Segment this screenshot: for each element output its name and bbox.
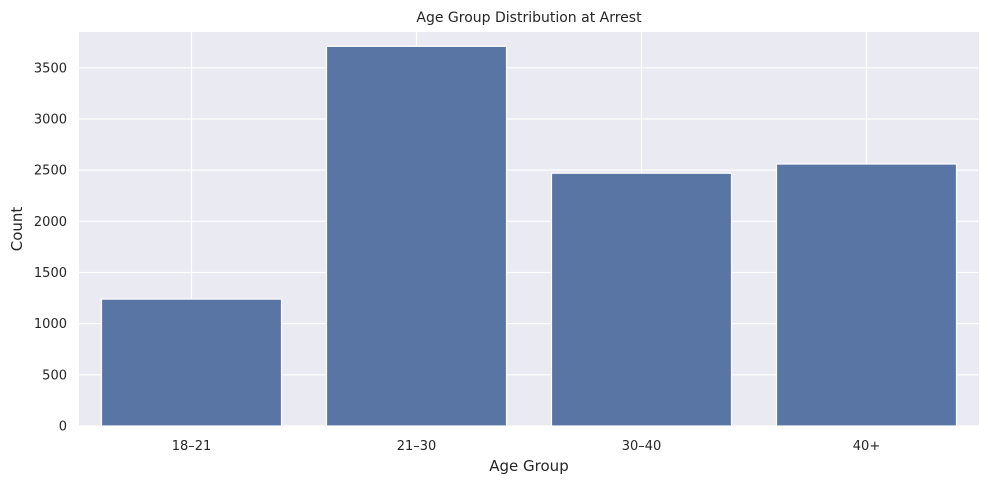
- bar-1: [100, 298, 283, 427]
- y-axis-ticks: 0 500 1000 1500 2000 2500 3000 3500: [34, 61, 67, 434]
- x-axis-label: Age Group: [489, 457, 568, 475]
- x-tick-label: 30–40: [622, 439, 662, 454]
- bars: [100, 45, 958, 427]
- x-tick-label: 18–21: [172, 439, 212, 454]
- y-tick-label: 500: [42, 368, 67, 383]
- y-tick-label: 2500: [34, 164, 67, 179]
- y-tick-label: 0: [59, 420, 67, 435]
- y-tick-label: 3000: [34, 112, 67, 127]
- bar-2: [325, 45, 508, 427]
- x-tick-label: 21–30: [397, 439, 437, 454]
- y-tick-label: 1500: [34, 266, 67, 281]
- x-tick-label: 40+: [853, 439, 880, 454]
- y-tick-label: 1000: [34, 317, 67, 332]
- y-axis-label: Count: [8, 207, 26, 252]
- bar-3: [550, 172, 733, 427]
- chart-title: Age Group Distribution at Arrest: [416, 10, 642, 26]
- y-tick-label: 3500: [34, 61, 67, 76]
- y-tick-label: 2000: [34, 215, 67, 230]
- x-axis-ticks: 18–21 21–30 30–40 40+: [172, 439, 881, 454]
- bar-4: [775, 163, 958, 427]
